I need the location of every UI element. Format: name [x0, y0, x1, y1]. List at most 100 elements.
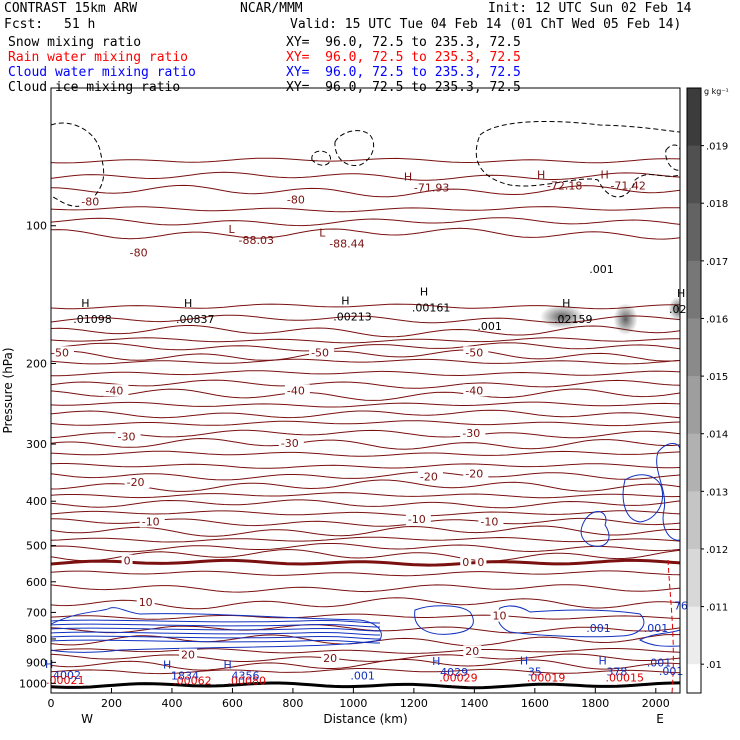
org-label: NCAR/MMM — [240, 1, 303, 16]
isotherm-label: -50 — [311, 346, 329, 359]
cloud-water-max-value: 4002 — [53, 669, 81, 682]
colorbar-tick-label: .019 — [706, 142, 728, 153]
rain-max-value: .00080 — [228, 674, 266, 687]
rain-max-value: .00029 — [439, 672, 478, 685]
isotherm-line — [51, 358, 680, 365]
snow-max-value: .00213 — [333, 311, 372, 324]
cloud-water-contour — [51, 635, 381, 640]
isotherm-label-bg — [284, 384, 310, 397]
x-axis-title: Distance (km) — [323, 712, 407, 726]
cloud-water-max-value: 378 — [606, 666, 627, 679]
cloud-water-contour — [51, 623, 381, 628]
colorbar-tick-label: .017 — [706, 257, 728, 268]
x-tick-label: 1200 — [400, 697, 428, 710]
isotherm-label: -10 — [408, 513, 426, 526]
y-tick-label: 800 — [26, 633, 47, 646]
isotherm-line — [51, 206, 680, 213]
field-cloudwater-name: Cloud water mixing ratio — [8, 65, 196, 80]
isotherm-label-bg — [284, 193, 310, 206]
cloud-water-max-value: 4029 — [440, 666, 468, 679]
colorbar-swatch — [687, 491, 701, 550]
colorbar-tick-label: .016 — [706, 314, 728, 325]
isotherm-line — [51, 570, 680, 577]
isotherm-label: -20 — [420, 471, 438, 484]
isotherm-line — [51, 420, 680, 427]
snow-max-marker: H — [341, 295, 349, 308]
isotherm-line — [51, 429, 680, 439]
isotherm-line — [51, 342, 680, 352]
y-tick-label: 500 — [26, 540, 47, 553]
cloud-water-contour — [580, 511, 610, 547]
colorbar-swatch — [687, 145, 701, 205]
cloud-water-contour — [414, 605, 474, 635]
snow-max-value: .02159 — [554, 313, 593, 326]
cloud-water-max-marker: H — [598, 655, 606, 668]
isotherm-line — [51, 184, 680, 198]
isotherm-label-bg — [139, 515, 165, 528]
isotherm-label-bg — [136, 596, 155, 609]
isotherm-line — [51, 633, 680, 647]
cloud-water-contour — [51, 639, 381, 644]
x-tick-label: 0 — [48, 697, 55, 710]
colorbar-tick-label: .013 — [706, 487, 728, 498]
colorbar-swatch — [687, 376, 701, 435]
isotherm-label-bg — [49, 346, 74, 359]
field-cloudwater-xy: XY= 96.0, 72.5 to 235.3, 72.5 — [286, 65, 521, 80]
isotherm-label: -50 — [51, 346, 69, 359]
y-axis-title: Pressure (hPa) — [1, 347, 15, 433]
isotherm-line — [51, 479, 680, 492]
init-time: Init: 12 UTC Sun 02 Feb 14 — [488, 1, 692, 16]
isotherm-label: 10 — [139, 596, 153, 609]
extremum-value: -88.44 — [329, 238, 364, 251]
isotherm-label-bg — [321, 652, 340, 665]
y-tick-label: 100 — [26, 220, 47, 233]
isotherm-label-bg — [490, 609, 509, 622]
isotherm-line — [51, 303, 680, 310]
isotherm-label: 0 — [462, 556, 469, 569]
y-tick-label: 600 — [26, 576, 47, 589]
cloud-water-max-value: 1834 — [171, 669, 199, 682]
isotherm-line — [51, 370, 680, 377]
cloud-water-contour — [51, 607, 382, 653]
rain-max-value: .00062 — [173, 674, 212, 687]
cloud-water-contour-label: 76 — [674, 600, 688, 613]
isotherm-label-bg — [405, 513, 431, 526]
x-tick-label: 1000 — [339, 697, 367, 710]
isotherm-label-bg — [103, 384, 129, 397]
isotherm-label: -40 — [105, 384, 123, 397]
y-tick-label: 300 — [26, 438, 47, 451]
cloud-water-max-value: 4356 — [231, 669, 259, 682]
cloud-water-contour — [51, 631, 381, 636]
snow-contour — [311, 150, 331, 166]
colorbar-frame — [686, 87, 702, 694]
x-tick-label: 1400 — [460, 697, 488, 710]
cloud-water-contour-label: .001 — [586, 622, 611, 635]
isotherm-line — [51, 227, 680, 240]
snow-max-value: .00161 — [412, 302, 451, 315]
x-tick-label: 2000 — [642, 697, 670, 710]
cloud-water-contour-label: .001 — [659, 665, 684, 678]
isotherm-label: -40 — [287, 384, 305, 397]
isotherm-line — [51, 409, 680, 419]
isotherm-line — [51, 349, 680, 362]
snow-contour-label: .001 — [477, 320, 502, 333]
extremum-marker: H — [404, 171, 412, 184]
field-rain-xy: XY= 96.0, 72.5 to 235.3, 72.5 — [286, 50, 521, 65]
isotherm-label-bg — [460, 556, 472, 569]
isotherm-label-bg — [463, 384, 489, 397]
isotherm-label-bg — [463, 467, 489, 480]
cloud-water-contour — [656, 443, 680, 541]
colorbar-swatch — [687, 260, 701, 320]
isotherm-label: -10 — [142, 515, 160, 528]
isotherm-label-bg — [309, 346, 335, 359]
colorbar-unit: g kg⁻¹ — [704, 87, 729, 96]
isotherm-label: -80 — [130, 247, 148, 260]
y-tick-label: 400 — [26, 495, 47, 508]
isotherm-line — [51, 337, 680, 344]
valid-time: Valid: 15 UTC Tue 04 Feb 14 (01 ChT Wed … — [290, 17, 682, 32]
snow-shading — [668, 296, 680, 321]
isotherm-line — [51, 510, 680, 517]
extremum-value: -72.18 — [547, 179, 582, 192]
colorbar-swatch — [687, 203, 701, 262]
isotherm-line — [51, 597, 680, 610]
